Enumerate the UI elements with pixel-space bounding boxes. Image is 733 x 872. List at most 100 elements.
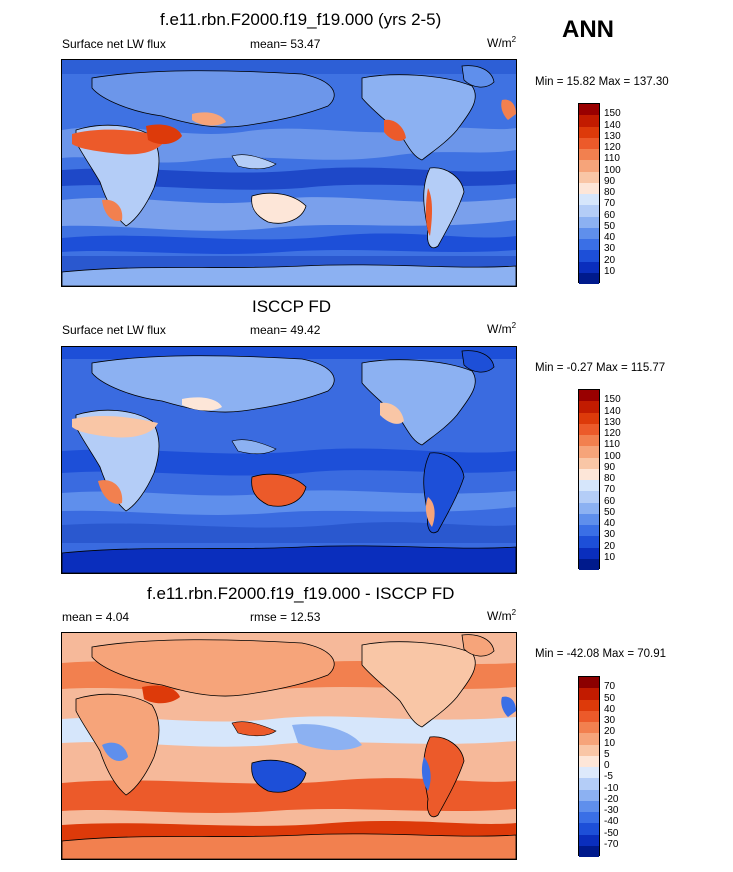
colorbar-swatch xyxy=(579,502,599,514)
panel-2-units: W/m2 xyxy=(487,321,517,336)
colorbar-tick-label: 150 xyxy=(604,394,621,406)
colorbar-swatch xyxy=(579,722,599,734)
colorbar-tick-label: 90 xyxy=(604,461,616,473)
panel-1-variable-label: Surface net LW flux xyxy=(62,37,166,51)
colorbar-swatch xyxy=(579,126,599,138)
colorbar-swatch xyxy=(579,468,599,480)
colorbar-swatch xyxy=(579,261,599,273)
antarctica xyxy=(62,264,516,286)
colorbar-tick-label: 10 xyxy=(604,737,616,749)
greenland xyxy=(461,65,495,88)
eurasia xyxy=(91,355,335,413)
panel-3-title: f.e11.rbn.F2000.f19_f19.000 - ISCCP FD xyxy=(147,584,455,603)
colorbar-tick-label: -30 xyxy=(604,805,619,816)
colorbar-tick-label: -5 xyxy=(604,771,613,783)
southwest-us xyxy=(380,402,404,424)
southwest-us xyxy=(384,119,406,141)
colorbar-swatch xyxy=(579,547,599,559)
australia xyxy=(251,759,307,793)
colorbar-tick-label: 150 xyxy=(604,108,621,120)
colorbar-tick-label: 140 xyxy=(604,405,621,417)
eurasia xyxy=(91,639,335,697)
colorbar-swatch xyxy=(579,491,599,503)
greenland xyxy=(461,350,495,373)
tropical-band xyxy=(62,167,516,190)
colorbar-swatch xyxy=(579,250,599,262)
panel-1-colorbar: 150 140 130 120 110 100 90 80 70 60 50 40 30 20 10 xyxy=(578,103,621,284)
colorbar-tick-label: 40 xyxy=(604,232,616,243)
antarctica xyxy=(62,545,516,573)
colorbar-tick-label: 30 xyxy=(604,243,616,255)
colorbar-swatch xyxy=(579,845,599,857)
colorbar-swatch xyxy=(579,800,599,812)
colorbar-swatch xyxy=(579,239,599,251)
colorbar-swatch xyxy=(579,767,599,779)
europe-west xyxy=(501,696,516,717)
panel-3-minmax: Min = -42.08 Max = 70.91 xyxy=(535,648,667,660)
colorbar-swatch xyxy=(579,412,599,424)
colorbar-swatch xyxy=(579,789,599,801)
sahara xyxy=(72,129,166,155)
colorbar-tick-label: 30 xyxy=(604,715,616,726)
colorbar-tick-label: 100 xyxy=(604,450,621,462)
colorbar-tick-label: 50 xyxy=(604,220,616,232)
colorbar-swatch xyxy=(579,812,599,824)
colorbar-tick-label: 130 xyxy=(604,130,621,142)
colorbar-tick-label: -20 xyxy=(604,793,619,805)
colorbar-tick-label: 40 xyxy=(604,518,616,529)
colorbar-swatch xyxy=(579,834,599,846)
colorbar-swatch xyxy=(579,104,599,116)
tropical-band xyxy=(62,448,516,476)
colorbar-tick-label: -40 xyxy=(604,816,619,828)
southern-africa xyxy=(98,480,123,504)
colorbar-tick-label: 40 xyxy=(604,703,616,715)
north-america xyxy=(361,641,476,728)
antarctica xyxy=(62,833,516,859)
maritime-continent xyxy=(231,154,277,170)
colorbar-swatch xyxy=(579,390,599,402)
colorbar-swatch xyxy=(579,115,599,127)
colorbar-swatch xyxy=(579,778,599,790)
colorbar-swatch xyxy=(579,227,599,239)
colorbar-swatch xyxy=(579,149,599,161)
colorbar-swatch xyxy=(579,137,599,149)
colorbar-swatch xyxy=(579,160,599,172)
panel-2-colorbar: 150 140 130 120 110 100 90 80 70 60 50 40 30 20 10 xyxy=(578,389,621,570)
colorbar-tick-label: 80 xyxy=(604,473,616,484)
colorbar-swatch xyxy=(579,733,599,745)
colorbar-swatch xyxy=(579,699,599,711)
colorbar-tick-label: 0 xyxy=(604,760,610,771)
colorbar-tick-label: 20 xyxy=(604,540,616,552)
colorbar-swatch xyxy=(579,446,599,458)
colorbar-swatch xyxy=(579,171,599,183)
colorbar-tick-label: 20 xyxy=(604,726,616,738)
colorbar-swatch xyxy=(579,688,599,700)
panel-3-rmse-label: rmse = 12.53 xyxy=(250,610,321,624)
colorbar-swatch xyxy=(579,194,599,206)
panel-1-map xyxy=(61,59,517,287)
season-label: ANN xyxy=(562,16,614,43)
colorbar-swatch xyxy=(579,513,599,525)
colorbar-swatch xyxy=(579,536,599,548)
colorbar-swatch xyxy=(579,558,599,570)
colorbar-swatch xyxy=(579,710,599,722)
colorbar-swatch xyxy=(579,272,599,284)
colorbar-tick-label: 60 xyxy=(604,209,616,221)
andes-ridge xyxy=(425,188,432,236)
colorbar-tick-label: 50 xyxy=(604,506,616,518)
panel-3-units: W/m2 xyxy=(487,608,517,623)
colorbar-tick-label: 120 xyxy=(604,142,621,153)
colorbar-tick-label: 130 xyxy=(604,416,621,428)
southern-ocean-band xyxy=(62,522,516,543)
arabia xyxy=(146,124,182,145)
maritime-continent xyxy=(231,439,277,455)
colorbar-swatch xyxy=(579,755,599,767)
patagonia xyxy=(425,497,435,527)
polar-band-north xyxy=(62,60,516,74)
sahara xyxy=(72,416,158,438)
colorbar-tick-label: 20 xyxy=(604,254,616,266)
colorbar-tick-label: 110 xyxy=(604,153,620,165)
colorbar-tick-label: 50 xyxy=(604,692,616,704)
colorbar-tick-label: 100 xyxy=(604,164,621,176)
panel-3-map xyxy=(61,632,517,860)
